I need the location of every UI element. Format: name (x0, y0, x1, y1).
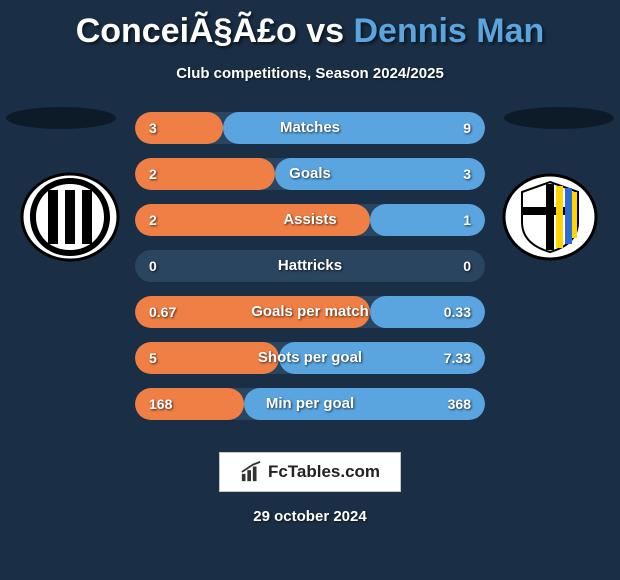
stat-value-right: 3 (463, 158, 471, 190)
juventus-logo-icon (20, 172, 120, 262)
logo-shadow-right (504, 107, 614, 129)
stat-row: 0.67Goals per match0.33 (135, 296, 485, 328)
team-logo-left (20, 172, 120, 262)
player-1-name: ConceiÃ§Ã£o (76, 12, 297, 50)
stat-label: Assists (135, 204, 485, 236)
stats-section: 3Matches92Goals32Assists10Hattricks00.67… (0, 112, 620, 442)
date-label: 29 october 2024 (0, 508, 620, 525)
parma-logo-icon (500, 172, 600, 262)
stat-label: Goals (135, 158, 485, 190)
vs-label: vs (306, 12, 344, 50)
stat-label: Min per goal (135, 388, 485, 420)
footer-brand-text: FcTables.com (268, 462, 380, 482)
chart-icon (240, 461, 262, 483)
stat-row: 5Shots per goal7.33 (135, 342, 485, 374)
stat-value-right: 0.33 (444, 296, 471, 328)
season-subtitle: Club competitions, Season 2024/2025 (0, 65, 620, 82)
logo-shadow-left (6, 107, 116, 129)
stat-row: 168Min per goal368 (135, 388, 485, 420)
player-2-name: Dennis Man (353, 12, 544, 50)
footer-brand-container: FcTables.com (0, 452, 620, 492)
stat-value-right: 0 (463, 250, 471, 282)
stat-row: 2Assists1 (135, 204, 485, 236)
stat-label: Goals per match (135, 296, 485, 328)
comparison-title: ConceiÃ§Ã£o vs Dennis Man (0, 0, 620, 51)
footer-brand-box: FcTables.com (219, 452, 401, 492)
stat-value-right: 7.33 (444, 342, 471, 374)
stat-row: 0Hattricks0 (135, 250, 485, 282)
stat-value-right: 368 (448, 388, 471, 420)
stat-row: 3Matches9 (135, 112, 485, 144)
stat-label: Hattricks (135, 250, 485, 282)
stats-list: 3Matches92Goals32Assists10Hattricks00.67… (135, 112, 485, 434)
stat-label: Matches (135, 112, 485, 144)
stat-label: Shots per goal (135, 342, 485, 374)
stat-value-right: 1 (463, 204, 471, 236)
stat-row: 2Goals3 (135, 158, 485, 190)
stat-value-right: 9 (463, 112, 471, 144)
team-logo-right (500, 172, 600, 262)
